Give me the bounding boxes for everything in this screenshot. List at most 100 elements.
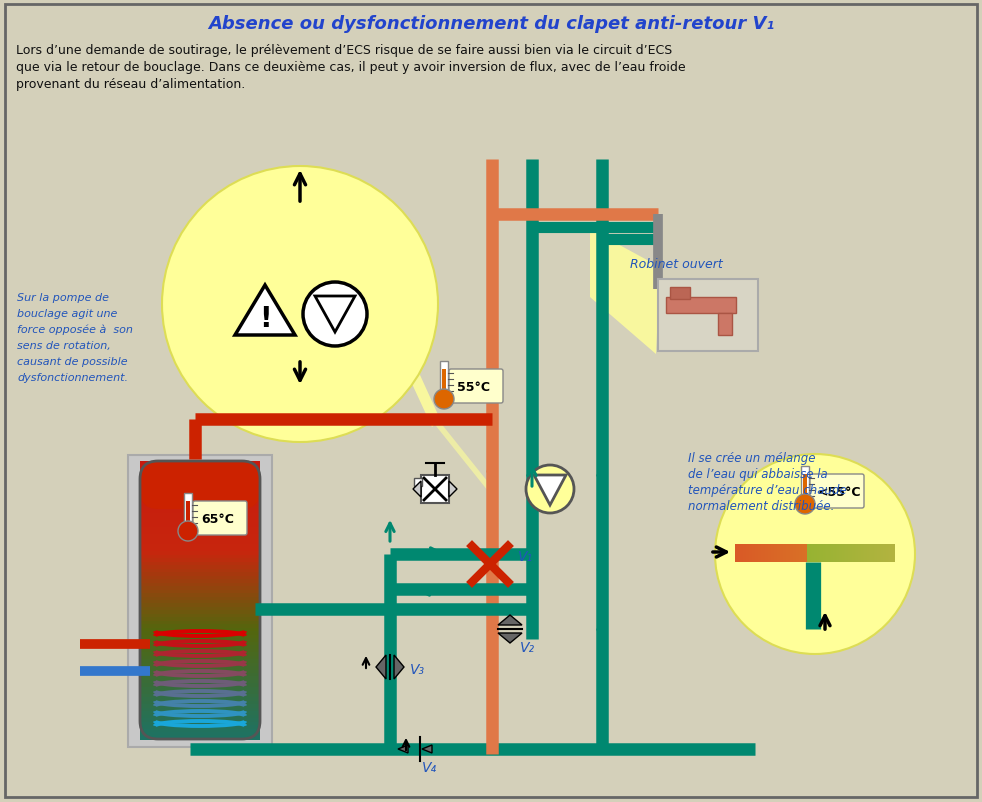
Bar: [140, 465, 260, 469]
Bar: [742, 545, 743, 562]
Bar: [140, 562, 260, 566]
Bar: [767, 545, 768, 562]
Bar: [803, 545, 804, 562]
Bar: [847, 545, 848, 562]
Text: V₂: V₂: [520, 640, 535, 654]
Bar: [769, 545, 770, 562]
Bar: [819, 545, 820, 562]
Bar: [140, 528, 260, 532]
Bar: [772, 545, 773, 562]
Bar: [140, 597, 260, 602]
Bar: [140, 638, 260, 643]
Bar: [140, 711, 260, 715]
Bar: [140, 732, 260, 736]
Bar: [777, 545, 778, 562]
Bar: [140, 486, 260, 490]
Bar: [140, 670, 260, 674]
Bar: [869, 545, 870, 562]
Bar: [759, 545, 760, 562]
Bar: [826, 545, 827, 562]
Bar: [850, 545, 851, 562]
FancyBboxPatch shape: [193, 501, 247, 535]
Bar: [140, 604, 260, 608]
Text: !: !: [258, 305, 271, 333]
Bar: [875, 545, 876, 562]
Bar: [760, 545, 761, 562]
Bar: [140, 659, 260, 664]
Bar: [736, 545, 737, 562]
Bar: [140, 569, 260, 573]
Bar: [140, 489, 260, 494]
Bar: [739, 545, 740, 562]
Bar: [414, 479, 422, 486]
Bar: [718, 314, 732, 335]
Bar: [791, 545, 792, 562]
Bar: [140, 666, 260, 670]
Bar: [140, 524, 260, 529]
Bar: [882, 545, 883, 562]
Bar: [876, 545, 877, 562]
Text: bouclage agit une: bouclage agit une: [17, 309, 118, 318]
Bar: [813, 545, 814, 562]
Bar: [833, 545, 834, 562]
Bar: [889, 545, 890, 562]
Polygon shape: [315, 297, 355, 333]
Bar: [140, 614, 260, 618]
Circle shape: [526, 465, 574, 513]
Circle shape: [434, 390, 454, 410]
Bar: [762, 545, 763, 562]
Bar: [796, 545, 797, 562]
Bar: [863, 545, 864, 562]
Bar: [140, 468, 260, 473]
Bar: [140, 517, 260, 521]
Bar: [757, 545, 758, 562]
Bar: [140, 538, 260, 542]
Bar: [820, 545, 821, 562]
Bar: [877, 545, 878, 562]
Polygon shape: [498, 634, 522, 643]
Bar: [140, 461, 260, 466]
Bar: [756, 545, 757, 562]
Bar: [773, 545, 774, 562]
Bar: [805, 545, 806, 562]
Bar: [894, 545, 895, 562]
Bar: [859, 545, 860, 562]
Bar: [140, 507, 260, 511]
Bar: [834, 545, 835, 562]
Bar: [140, 555, 260, 560]
Bar: [810, 545, 811, 562]
Bar: [824, 545, 825, 562]
Bar: [761, 545, 762, 562]
Polygon shape: [413, 481, 421, 497]
Bar: [140, 559, 260, 563]
Bar: [140, 649, 260, 654]
Bar: [749, 545, 750, 562]
Bar: [140, 579, 260, 584]
Text: Il se crée un mélange: Il se crée un mélange: [688, 452, 815, 464]
Bar: [873, 545, 874, 562]
Bar: [140, 725, 260, 730]
Bar: [776, 545, 777, 562]
Bar: [829, 545, 830, 562]
Bar: [140, 694, 260, 699]
Text: Sur la pompe de: Sur la pompe de: [17, 293, 109, 302]
Bar: [821, 545, 822, 562]
Bar: [140, 656, 260, 660]
Text: Absence ou dysfonctionnement du clapet anti-retour V₁: Absence ou dysfonctionnement du clapet a…: [208, 15, 774, 33]
Bar: [849, 545, 850, 562]
Polygon shape: [235, 286, 295, 335]
Text: V₄: V₄: [422, 760, 437, 774]
Bar: [862, 545, 863, 562]
Bar: [817, 545, 818, 562]
Bar: [836, 545, 837, 562]
Bar: [735, 545, 736, 562]
Bar: [801, 467, 809, 500]
Bar: [878, 545, 879, 562]
Bar: [140, 698, 260, 702]
Bar: [779, 545, 780, 562]
Bar: [782, 545, 783, 562]
Bar: [140, 662, 260, 667]
Bar: [846, 545, 847, 562]
Bar: [440, 362, 448, 395]
Bar: [140, 625, 260, 629]
